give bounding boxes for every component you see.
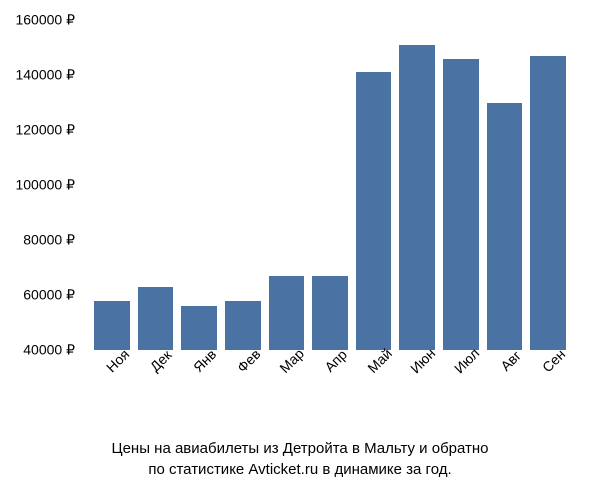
x-axis: НояДекЯнвФевМарАпрМайИюнИюлАвгСен [85,355,575,405]
y-tick-label: 100000 ₽ [15,177,75,194]
caption-line-2: по статистике Avticket.ru в динамике за … [148,461,451,478]
price-chart: 40000 ₽60000 ₽80000 ₽100000 ₽120000 ₽140… [85,20,575,390]
x-tick-label: Авг [497,347,524,374]
x-tick: Июн [399,355,435,405]
x-tick-label: Сен [539,346,568,375]
x-tick: Июл [443,355,479,405]
plot-area: 40000 ₽60000 ₽80000 ₽100000 ₽120000 ₽140… [85,20,575,350]
x-tick: Янв [181,355,217,405]
x-tick: Авг [487,355,523,405]
x-tick-label: Янв [190,346,219,375]
y-axis: 40000 ₽60000 ₽80000 ₽100000 ₽120000 ₽140… [0,20,80,350]
bar [312,276,348,350]
y-tick-label: 60000 ₽ [23,287,75,304]
x-tick-label: Апр [321,346,350,375]
chart-caption: Цены на авиабилеты из Детройта в Мальту … [0,438,600,480]
x-tick: Май [356,355,392,405]
x-tick: Мар [269,355,305,405]
bar [94,301,130,351]
bar [269,276,305,350]
y-tick-label: 80000 ₽ [23,232,75,249]
y-tick-label: 140000 ₽ [15,67,75,84]
x-tick-label: Дек [147,347,175,375]
x-tick: Апр [312,355,348,405]
bar [181,306,217,350]
x-tick-label: Ноя [103,346,132,375]
x-tick: Ноя [94,355,130,405]
caption-line-1: Цены на авиабилеты из Детройта в Мальту … [111,440,488,457]
y-tick-label: 160000 ₽ [15,12,75,29]
y-tick-label: 40000 ₽ [23,342,75,359]
x-tick-label: Фев [234,346,264,376]
x-tick: Дек [138,355,174,405]
x-tick: Сен [530,355,566,405]
bar [530,56,566,350]
bar [487,103,523,351]
bar [356,72,392,350]
bar [225,301,261,351]
bar [399,45,435,350]
y-tick-label: 120000 ₽ [15,122,75,139]
bar [443,59,479,351]
bars-group [85,20,575,350]
x-tick: Фев [225,355,261,405]
bar [138,287,174,350]
